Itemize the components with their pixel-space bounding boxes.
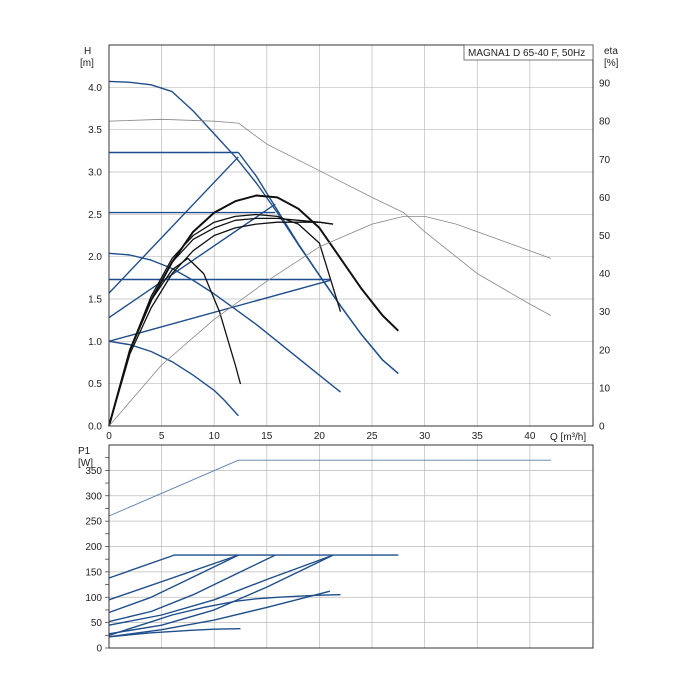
head-axis-ticks: 0.0 0.5 1.0 1.5 2.0 2.5 3.0 3.5 4.0	[88, 83, 102, 433]
power-curve-p1-const-high	[108, 554, 399, 579]
efficiency-tick-label: 70	[599, 155, 611, 166]
efficiency-tick-label: 40	[599, 269, 611, 280]
flow-tick-label: 25	[366, 431, 378, 442]
curve-eta-night	[108, 257, 242, 427]
power-curve-p1-max-thin	[108, 459, 551, 517]
head-chart-panel: 0 5 10 15 20 25 30 35 40 0.0 0.5 1.0 1.5 2.0 2.5 3.0 3.…	[80, 44, 619, 443]
power-tick-label: 150	[85, 567, 102, 578]
power-curve-p1-f	[108, 594, 341, 636]
power-tick-label: 300	[85, 491, 102, 502]
power-curve-p1-d	[108, 554, 334, 635]
flow-axis-ticks: 0 5 10 15 20 25 30 35 40	[106, 431, 536, 442]
flow-tick-label: 20	[314, 431, 326, 442]
curve-eta-edge	[108, 118, 552, 316]
head-chart-series	[108, 80, 552, 427]
head-tick-label: 2.0	[88, 252, 102, 263]
efficiency-tick-label: 60	[599, 193, 611, 204]
power-tick-label: 350	[85, 466, 102, 477]
head-tick-label: 3.5	[88, 125, 102, 136]
power-curve-p1-prop-high	[108, 554, 239, 601]
title-box	[463, 44, 594, 61]
head-tick-label: 4.0	[88, 83, 102, 94]
head-tick-label: 1.0	[88, 337, 102, 348]
power-tick-label: 0	[96, 644, 102, 655]
head-tick-label: 2.5	[88, 210, 102, 221]
efficiency-tick-label: 20	[599, 345, 611, 356]
flow-tick-label: 5	[159, 431, 165, 442]
chart-title: MAGNA1 D 65-40 F, 50Hz	[468, 48, 585, 59]
power-curve-p1-c	[108, 554, 334, 626]
curve-prop-pressure-mid	[108, 203, 276, 319]
flow-axis-label: Q [m³/h]	[550, 432, 586, 443]
head-chart-frame	[108, 44, 594, 427]
flow-tick-label: 40	[524, 431, 536, 442]
power-curve-p1-a	[108, 554, 239, 614]
head-tick-label: 0.5	[88, 379, 102, 390]
flow-tick-label: 15	[261, 431, 273, 442]
efficiency-axis-label: eta	[604, 46, 618, 57]
power-tick-label: 200	[85, 542, 102, 553]
curve-eta-wide	[108, 215, 552, 427]
efficiency-tick-label: 80	[599, 117, 611, 128]
efficiency-tick-label: 50	[599, 231, 611, 242]
flow-tick-label: 0	[106, 431, 112, 442]
flow-tick-label: 10	[209, 431, 221, 442]
head-tick-label: 3.0	[88, 168, 102, 179]
efficiency-axis-unit: [%]	[604, 58, 619, 69]
power-axis-label: P1	[78, 446, 91, 457]
power-tick-label: 100	[85, 593, 102, 604]
head-tick-label: 0.0	[88, 422, 102, 433]
power-curve-p1-b	[108, 554, 276, 623]
flow-tick-label: 30	[419, 431, 431, 442]
head-tick-label: 1.5	[88, 295, 102, 306]
power-chart-panel: 0 50 100 150 200 250 300 350 P1 [W]	[78, 444, 594, 655]
flow-tick-label: 35	[472, 431, 484, 442]
efficiency-axis-ticks: 0 10 20 30 40 50 60 70 80 90	[599, 79, 611, 433]
efficiency-tick-label: 10	[599, 383, 611, 394]
power-chart-series	[108, 459, 551, 638]
power-curve-p1-e	[108, 590, 331, 638]
curve-min-curve	[108, 252, 341, 393]
power-tick-label: 250	[85, 517, 102, 528]
head-axis-unit: [m]	[80, 58, 94, 69]
efficiency-tick-label: 90	[599, 79, 611, 90]
power-axis-unit: [W]	[78, 458, 93, 469]
head-chart-grid	[108, 45, 593, 427]
efficiency-tick-label: 0	[599, 422, 605, 433]
power-tick-label: 50	[91, 618, 103, 629]
head-axis-label: H	[84, 46, 91, 57]
curve-eta-2	[108, 213, 342, 427]
power-curve-p1-g	[108, 628, 241, 638]
curve-prop-pressure-high	[108, 156, 239, 294]
curve-const-pressure-high-tail	[237, 152, 399, 375]
curve-eta-3	[108, 221, 334, 427]
efficiency-tick-label: 30	[599, 307, 611, 318]
power-axis-ticks: 0 50 100 150 200 250 300 350	[85, 457, 109, 655]
